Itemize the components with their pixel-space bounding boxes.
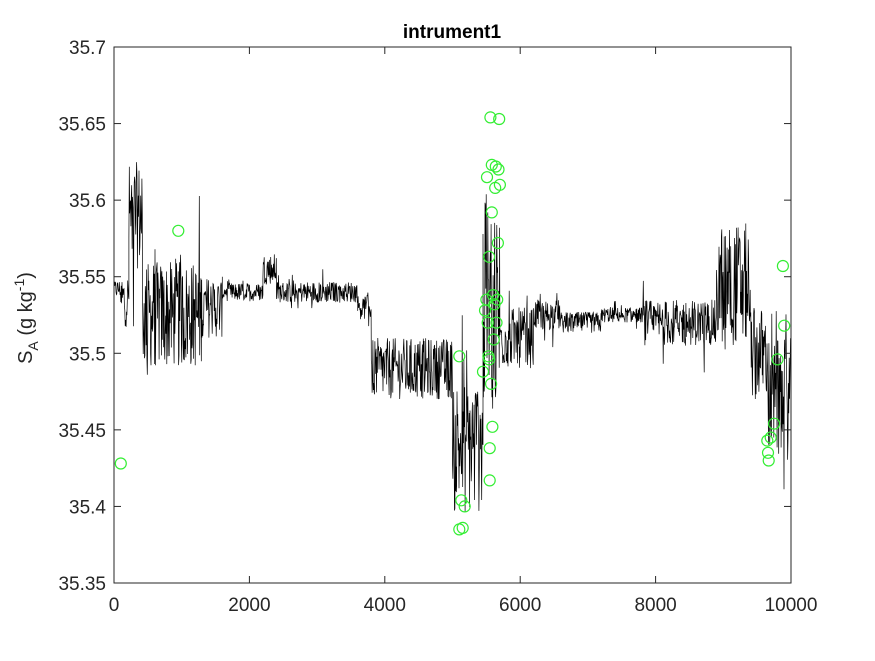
series-marker — [764, 431, 777, 444]
x-tick-label: 4000 — [364, 595, 406, 616]
y-axis-label: SA (g kg-1) — [11, 272, 41, 364]
series-marker — [483, 442, 496, 455]
series-marker — [762, 454, 775, 467]
y-tick-label: 35.45 — [58, 421, 106, 442]
axes-box — [113, 46, 792, 584]
y-tick-label: 35.35 — [58, 574, 106, 595]
series-marker — [493, 178, 506, 191]
series-line-0 — [114, 162, 791, 512]
y-tick-label: 35.7 — [69, 38, 106, 59]
series-marker — [491, 293, 504, 306]
series-marker — [767, 417, 781, 430]
x-tick-label: 8000 — [634, 595, 676, 616]
series-marker — [485, 206, 498, 219]
series-marker — [491, 236, 504, 250]
series-marker — [487, 289, 500, 302]
series-marker — [778, 319, 791, 332]
series-marker — [487, 333, 500, 346]
y-axis-label-units: (g kg — [15, 291, 37, 341]
series-marker — [481, 316, 494, 329]
chart-title: intrument1 — [403, 22, 502, 43]
series-marker — [483, 474, 496, 487]
series-marker — [492, 163, 505, 176]
series-marker — [771, 353, 784, 366]
x-tick-label: 2000 — [228, 595, 270, 616]
y-tick-label: 35.4 — [69, 497, 106, 518]
y-tick-label: 35.6 — [69, 191, 106, 212]
y-tick-label: 35.5 — [69, 344, 106, 365]
series-marker — [776, 259, 790, 273]
series-marker — [458, 500, 471, 513]
series-marker — [453, 350, 466, 363]
series-marker — [455, 494, 468, 507]
series-marker — [493, 112, 506, 126]
x-tick-label: 6000 — [499, 595, 541, 616]
y-tick-label: 35.65 — [58, 115, 106, 136]
x-tick-label: 0 — [109, 595, 120, 616]
series-marker — [172, 224, 185, 237]
series-marker — [761, 446, 775, 459]
y-axis-label-sup: -1 — [11, 279, 27, 292]
series-marker — [490, 316, 503, 329]
y-axis-label-sub: A — [25, 341, 41, 351]
y-tick-label: 35.55 — [58, 268, 106, 289]
series-marker — [484, 111, 497, 124]
series-marker — [480, 171, 494, 184]
plot-area — [114, 47, 791, 583]
data-layer — [114, 111, 791, 536]
y-axis-label-main: S — [15, 351, 37, 364]
axes-layer: 0 2000 4000 6000 8000 10000 35.35 35.4 35.45 35.5… — [58, 38, 817, 616]
x-tick-label: 10000 — [765, 595, 818, 616]
series-marker — [486, 420, 499, 433]
series-marker — [489, 160, 502, 173]
series-marker — [485, 377, 498, 390]
series-marker — [476, 365, 490, 378]
series-marker — [483, 353, 496, 366]
series-marker — [456, 521, 469, 535]
y-axis-label-close: ) — [15, 272, 37, 279]
series-marker — [483, 250, 496, 263]
series-marker — [114, 457, 127, 470]
series-marker — [761, 434, 774, 447]
